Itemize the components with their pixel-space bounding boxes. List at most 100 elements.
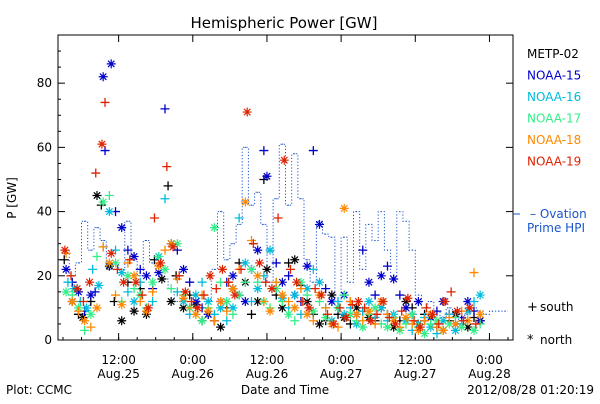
south-point [185, 303, 195, 313]
south-point [240, 277, 250, 287]
ovation-point [127, 220, 129, 222]
south-point [135, 296, 145, 306]
north-point [216, 303, 226, 313]
north-point [86, 309, 96, 319]
south-point [247, 296, 257, 306]
north-point [415, 322, 425, 332]
north-point [341, 313, 351, 323]
north-point [358, 322, 368, 332]
north-point [154, 268, 164, 278]
north-point [129, 306, 139, 316]
north-point [366, 316, 376, 326]
south-point [271, 258, 281, 268]
north-point [463, 322, 473, 332]
north-point [123, 271, 133, 281]
south-point [222, 316, 232, 326]
north-point [166, 296, 176, 306]
south-point [420, 316, 430, 326]
north-point [475, 290, 485, 300]
ovation-point [374, 239, 376, 242]
south-point [73, 306, 83, 316]
south-point [290, 316, 300, 326]
north-point [216, 296, 226, 306]
north-point [209, 223, 219, 233]
legend-entry: NOAA-19 [527, 155, 581, 169]
south-point [199, 290, 209, 300]
x-tick-time-label: 0:00 [328, 353, 355, 367]
north-point [61, 287, 71, 297]
south-point [384, 313, 394, 323]
ovation-point [84, 220, 86, 222]
north-point [465, 303, 475, 313]
south-point [248, 239, 258, 249]
north-point [253, 271, 263, 281]
south-point [471, 319, 481, 329]
ovation-legend-label: – Ovation [530, 207, 587, 221]
legend: METP-02 NOAA-15 NOAA-16 NOAA-17 NOAA-18 NOAA-… [513, 47, 587, 235]
south-point [434, 319, 444, 329]
north-point [302, 284, 312, 294]
ovation-point [213, 268, 216, 270]
ovation-point [250, 204, 253, 206]
north-point [129, 296, 139, 306]
south-point [149, 213, 159, 223]
north-point [80, 316, 90, 326]
x-tick-date-label: Aug.27 [320, 367, 363, 381]
south-point [259, 296, 269, 306]
marker-legend: + south * north [527, 300, 574, 348]
x-tick-time-label: 12:00 [101, 353, 136, 367]
north-point [203, 296, 213, 306]
ovation-point [232, 243, 234, 245]
north-point [242, 107, 252, 117]
south-point [321, 303, 331, 313]
north-point [345, 309, 355, 319]
ovation-point [386, 249, 389, 251]
south-point [469, 296, 479, 306]
north-point [253, 296, 263, 306]
south-point [211, 284, 221, 294]
south-point [284, 296, 294, 306]
north-point [463, 306, 473, 316]
footer-credit: Plot: CCMC [6, 383, 72, 397]
north-point [265, 245, 275, 255]
ovation-point [355, 210, 358, 213]
north-point [316, 290, 326, 300]
x-tick-date-label: Aug.27 [394, 367, 437, 381]
south-point [209, 316, 219, 326]
north-point [262, 264, 272, 274]
north-point [376, 303, 386, 313]
south-point [308, 264, 318, 274]
north-point [284, 309, 294, 319]
south-point [409, 316, 419, 326]
ovation-point [226, 259, 228, 261]
x-tick-time-label: 12:00 [250, 353, 285, 367]
north-point [154, 261, 164, 271]
ovation-point [244, 146, 246, 148]
x-tick-time-label: 12:00 [398, 353, 433, 367]
north-point [378, 296, 388, 306]
north-point [217, 264, 227, 274]
south-marker-label: south [540, 300, 574, 314]
north-point [277, 303, 287, 313]
south-point [323, 309, 333, 319]
north-point [143, 303, 153, 313]
ovation-point [430, 300, 432, 303]
south-point [335, 303, 345, 313]
south-point [271, 277, 281, 287]
south-point [98, 242, 108, 252]
north-point [438, 316, 448, 326]
south-point [125, 255, 135, 265]
south-point [469, 268, 479, 278]
south-point [358, 245, 368, 255]
ovation-point [325, 233, 327, 235]
north-point [228, 303, 238, 313]
north-point [262, 171, 272, 181]
south-point [259, 146, 269, 156]
ovation-point [263, 223, 265, 226]
ovation-point [96, 227, 98, 229]
north-point [85, 277, 95, 287]
ovation-legend-label-2: Prime HPI [527, 221, 585, 235]
north-point [364, 296, 374, 306]
south-point [216, 277, 226, 287]
